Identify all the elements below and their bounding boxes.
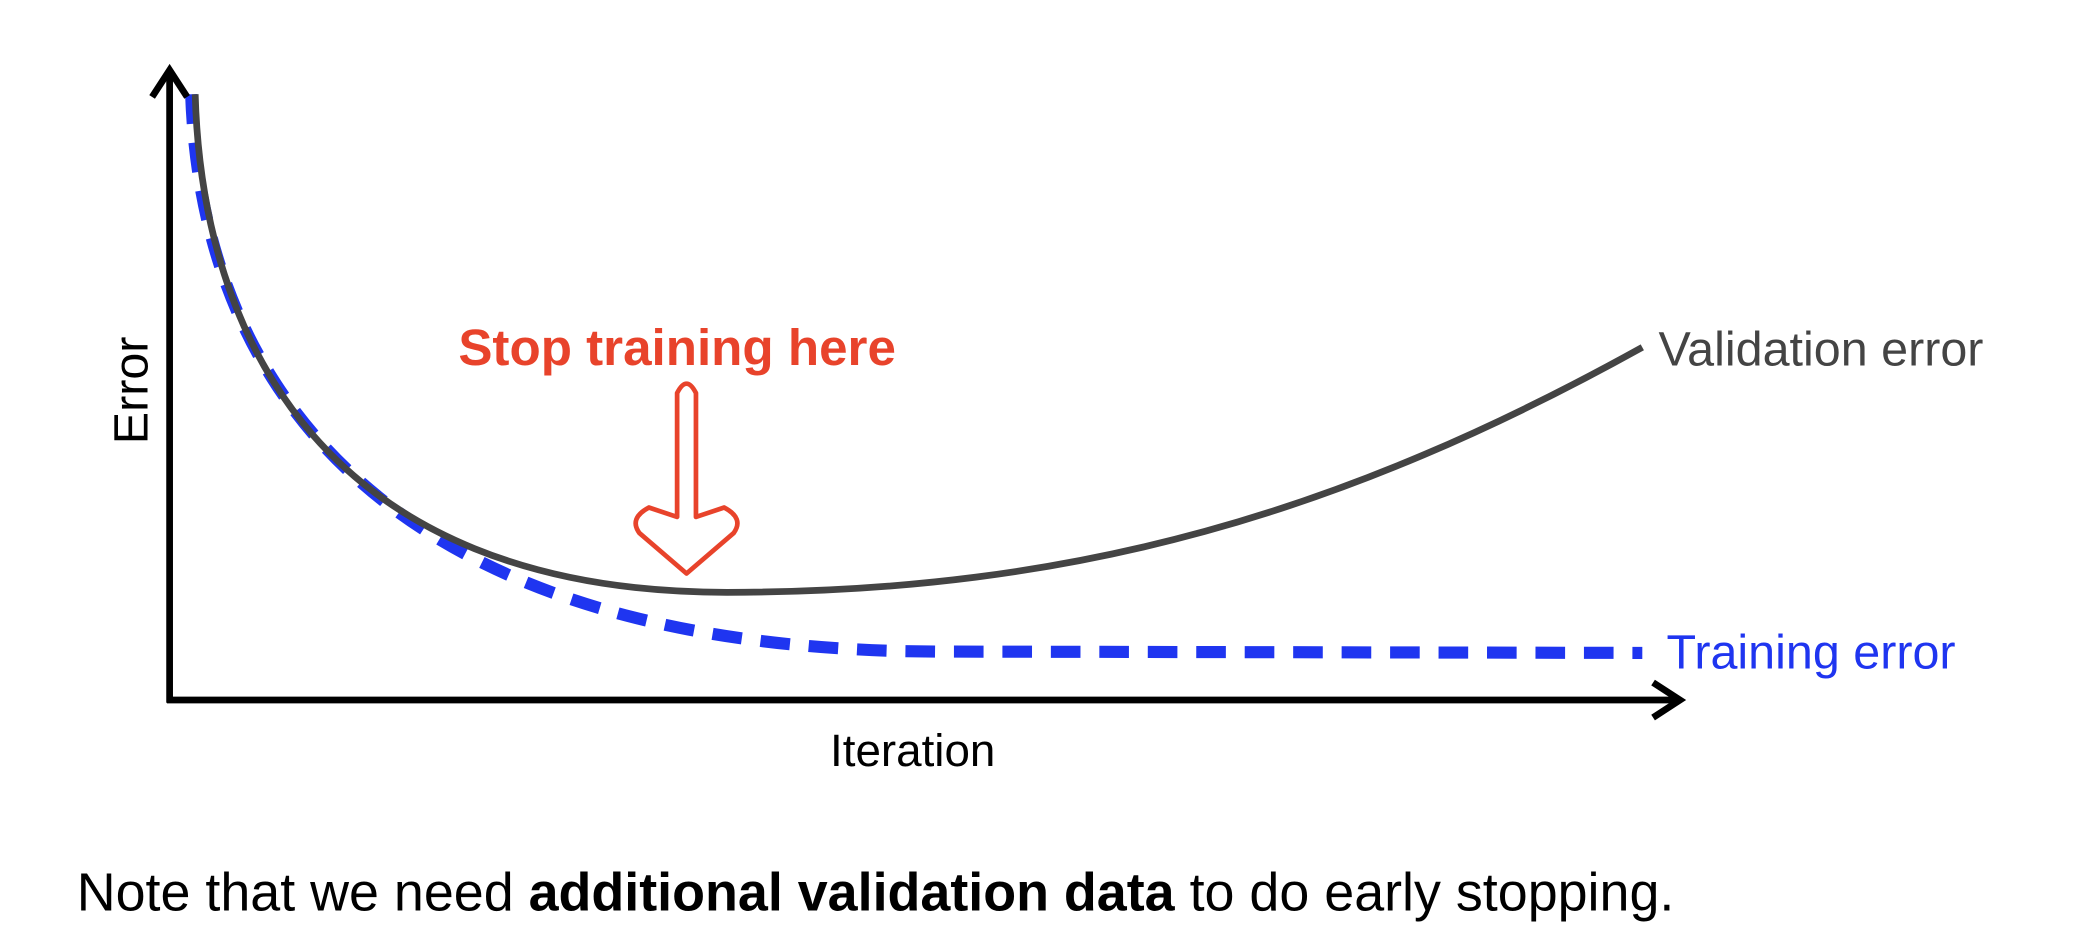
annotation: Stop training here — [458, 319, 896, 376]
training-label: Training error — [1667, 625, 1956, 679]
x-axis-arrow — [1651, 679, 1687, 721]
y-axis-label: Error — [104, 337, 158, 445]
note-text: to do early stopping. — [1175, 863, 1675, 923]
note-text: Note that we need — [77, 863, 529, 923]
training-curve — [185, 94, 1643, 659]
y-axis-arrow — [149, 63, 190, 99]
note: Note that we need additional validation … — [77, 863, 1675, 923]
validation-label: Validation error — [1658, 323, 1983, 377]
validation-curve — [191, 94, 1644, 596]
x-axis-label: Iteration — [830, 725, 995, 776]
annotation-arrow — [633, 381, 740, 576]
note-bold: additional validation data — [529, 863, 1176, 923]
